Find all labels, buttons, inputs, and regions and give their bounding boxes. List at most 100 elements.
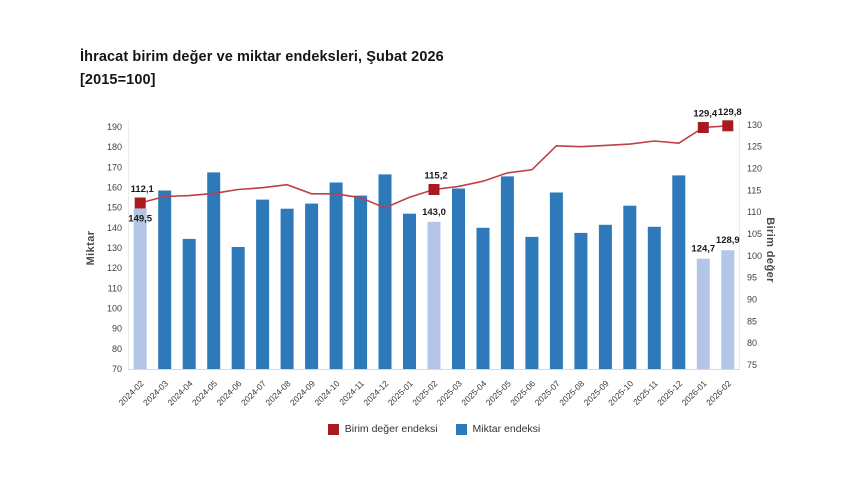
x-tick-2024-04: 2024-04 [165,378,194,407]
x-tick-2024-05: 2024-05 [190,378,219,407]
bar-2025-08[interactable] [574,232,588,369]
y-tick-right-120: 120 [747,164,762,174]
x-tick-2025-11: 2025-11 [631,378,660,407]
y-tick-right-75: 75 [747,360,757,370]
legend-swatch-birim-deger-endeksi [327,423,339,435]
y-tick-left-160: 160 [107,183,122,193]
bar-2025-06[interactable] [525,236,539,369]
x-tick-2025-10: 2025-10 [606,378,635,407]
marker-2024-02[interactable] [134,197,146,209]
y-tick-right-125: 125 [747,142,762,152]
x-tick-2024-03: 2024-03 [141,378,170,407]
bar-2024-12[interactable] [378,174,392,369]
bar-2026-01[interactable] [696,258,710,369]
legend-item-birim-deger-endeksi[interactable]: Birim değer endeksi [327,423,438,435]
bar-2024-07[interactable] [256,199,270,369]
chart-legend: Birim değer endeksi Miktar endeksi [128,423,740,435]
marker-2025-02[interactable] [428,184,440,195]
bar-2024-10[interactable] [329,182,343,370]
x-tick-2025-04: 2025-04 [459,378,488,407]
x-tick-2024-06: 2024-06 [214,378,243,407]
bar-2024-02[interactable] [133,208,147,369]
marker-2026-01[interactable] [697,122,709,133]
chart-title: İhracat birim değer ve miktar endeksleri… [80,49,444,65]
data-label-line-2026-02: 129,8 [718,107,742,118]
x-tick-2025-12: 2025-12 [655,378,684,407]
x-tick-2025-06: 2025-06 [508,378,537,407]
y-tick-right-85: 85 [747,316,757,326]
x-tick-2025-05: 2025-05 [484,378,513,407]
y-tick-left-100: 100 [107,304,122,314]
bar-2025-03[interactable] [452,188,465,370]
y-tick-left-150: 150 [107,203,122,213]
data-label-bar-2026-02: 128,9 [716,235,740,246]
x-tick-2025-02: 2025-02 [410,378,439,407]
legend-label: Birim değer endeksi [344,423,438,435]
x-tick-2025-03: 2025-03 [435,378,464,407]
y-tick-right-115: 115 [747,185,761,195]
legend-item-miktar-endeksi[interactable]: Miktar endeksi [455,423,541,435]
y-tick-left-180: 180 [107,142,122,152]
bar-2025-05[interactable] [500,176,514,369]
data-label-bar-2024-02: 149,5 [128,214,152,225]
bar-2024-05[interactable] [207,172,221,369]
x-tick-2024-02: 2024-02 [117,378,146,407]
y-tick-right-90: 90 [747,294,757,304]
bar-2024-06[interactable] [231,247,245,369]
y-tick-right-130: 130 [747,120,762,130]
y-tick-right-105: 105 [747,229,762,239]
bar-2024-08[interactable] [280,208,294,369]
y-tick-right-110: 110 [747,207,761,217]
x-tick-2025-01: 2025-01 [386,378,415,407]
bar-2025-10[interactable] [623,205,637,369]
bar-2025-11[interactable] [647,226,661,369]
y-tick-left-190: 190 [107,122,122,132]
x-tick-2026-02: 2026-02 [704,378,733,407]
x-tick-2026-01: 2026-01 [680,378,709,407]
bar-2024-11[interactable] [354,195,368,369]
y-tick-left-170: 170 [107,162,122,172]
bar-2024-09[interactable] [305,203,319,369]
y-tick-right-80: 80 [747,338,757,348]
data-label-line-2025-02: 115,2 [424,171,447,182]
y-tick-left-140: 140 [107,223,122,233]
unit-value-index-line[interactable] [139,125,728,209]
legend-label: Miktar endeksi [472,423,541,435]
x-tick-2024-12: 2024-12 [361,378,390,407]
y-tick-right-100: 100 [747,251,762,261]
bar-2025-02[interactable] [427,221,441,369]
legend-swatch-miktar-endeksi [455,423,467,435]
marker-2026-02[interactable] [722,120,734,132]
x-tick-2025-08: 2025-08 [557,378,586,407]
data-label-line-2024-02: 112,1 [131,184,155,195]
x-tick-2024-07: 2024-07 [239,378,268,407]
y-tick-left-80: 80 [112,344,122,354]
y-tick-left-120: 120 [107,263,122,273]
chart-header: İhracat birim değer ve miktar endeksleri… [80,46,444,92]
data-label-bar-2026-01: 124,7 [691,244,715,255]
y-tick-right-95: 95 [747,273,757,283]
x-tick-2025-09: 2025-09 [582,378,611,407]
y-tick-left-70: 70 [112,364,122,374]
bar-2025-04[interactable] [476,227,490,369]
x-tick-2024-11: 2024-11 [337,378,366,407]
x-tick-2024-08: 2024-08 [263,378,292,407]
x-tick-2024-09: 2024-09 [288,378,317,407]
bar-2024-04[interactable] [182,238,196,369]
y-tick-left-90: 90 [112,324,122,334]
data-label-line-2026-01: 129,4 [693,109,717,120]
bar-2024-03[interactable] [158,190,172,370]
bar-2025-01[interactable] [403,213,416,369]
y-tick-left-130: 130 [107,243,122,253]
bar-2025-12[interactable] [672,175,686,369]
chart-subtitle: [2015=100] [80,72,156,88]
y-tick-left-110: 110 [108,283,122,293]
x-tick-2024-10: 2024-10 [312,378,341,407]
bar-2025-09[interactable] [598,224,612,369]
x-tick-2025-07: 2025-07 [533,378,562,407]
bar-2026-02[interactable] [721,250,735,369]
data-label-bar-2025-02: 143,0 [422,207,446,218]
bar-2025-07[interactable] [549,192,563,370]
